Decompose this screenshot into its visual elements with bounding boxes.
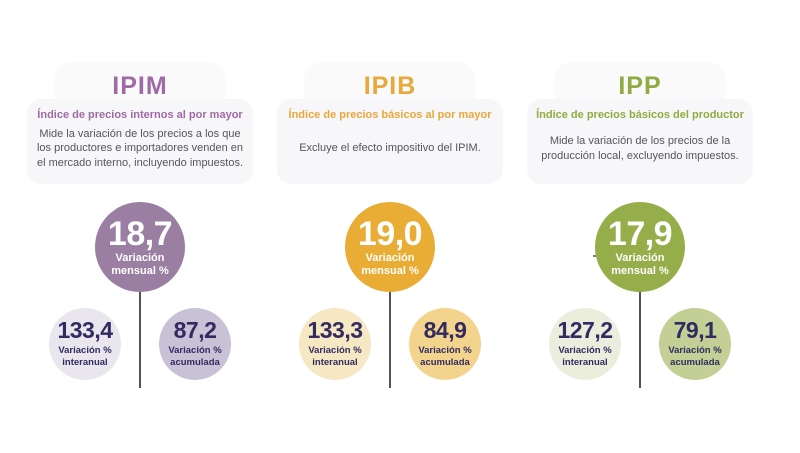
monthly-variation-label: Variación mensual % <box>361 251 419 277</box>
interannual-variation-bubble: 127,2 Variación % interanual <box>549 308 621 380</box>
index-description: Excluye el efecto impositivo del IPIM. <box>299 142 481 155</box>
accumulated-variation-label: Variación % acumulada <box>168 345 222 368</box>
monthly-variation-bubble: 17,9 Variación mensual % <box>595 202 685 292</box>
index-subtitle: Índice de precios internos al por mayor <box>37 109 243 121</box>
index-column-ipib: IPIB Índice de precios básicos al por ma… <box>270 0 510 453</box>
index-subtitle: Índice de precios básicos al por mayor <box>288 109 492 121</box>
interannual-variation-label: Variación % interanual <box>58 345 112 368</box>
index-description-card: Índice de precios básicos al por mayor E… <box>277 99 503 184</box>
index-description: Mide la variación de los precios a los q… <box>36 128 244 169</box>
monthly-variation-value: 19,0 <box>357 214 423 253</box>
accumulated-variation-bubble: 84,9 Variación % acumulada <box>409 308 481 380</box>
index-title: IPIB <box>363 71 417 100</box>
interannual-variation-value: 133,3 <box>307 317 363 344</box>
connector-line <box>139 291 141 388</box>
accumulated-variation-label: Variación % acumulada <box>668 345 722 368</box>
interannual-variation-bubble: 133,4 Variación % interanual <box>49 308 121 380</box>
monthly-variation-label: Variación mensual % <box>611 251 669 277</box>
connector-line <box>639 291 641 388</box>
monthly-variation-label: Variación mensual % <box>111 251 169 277</box>
index-subtitle: Índice de precios básicos del productor <box>536 109 744 121</box>
index-column-ipp: IPP Índice de precios básicos del produc… <box>520 0 760 453</box>
accumulated-variation-bubble: 87,2 Variación % acumulada <box>159 308 231 380</box>
accumulated-variation-bubble: 79,1 Variación % acumulada <box>659 308 731 380</box>
accumulated-variation-label: Variación % acumulada <box>418 345 472 368</box>
accumulated-variation-value: 87,2 <box>173 317 217 344</box>
index-title: IPIM <box>112 71 168 100</box>
interannual-variation-label: Variación % interanual <box>558 345 612 368</box>
interannual-variation-label: Variación % interanual <box>308 345 362 368</box>
index-description-card: Índice de precios básicos del productor … <box>527 99 753 184</box>
monthly-variation-bubble: 18,7 Variación mensual % <box>95 202 185 292</box>
interannual-variation-value: 127,2 <box>557 317 613 344</box>
connector-line <box>389 291 391 388</box>
index-description-card: Índice de precios internos al por mayor … <box>27 99 253 184</box>
monthly-variation-bubble: 19,0 Variación mensual % <box>345 202 435 292</box>
index-description: Mide la variación de los precios de la p… <box>541 135 739 162</box>
monthly-variation-value: 17,9 <box>607 214 673 253</box>
interannual-variation-value: 133,4 <box>57 317 113 344</box>
monthly-variation-value: 18,7 <box>107 214 173 253</box>
index-title: IPP <box>618 71 662 100</box>
accumulated-variation-value: 84,9 <box>423 317 467 344</box>
index-column-ipim: IPIM Índice de precios internos al por m… <box>20 0 260 453</box>
accumulated-variation-value: 79,1 <box>673 317 717 344</box>
interannual-variation-bubble: 133,3 Variación % interanual <box>299 308 371 380</box>
